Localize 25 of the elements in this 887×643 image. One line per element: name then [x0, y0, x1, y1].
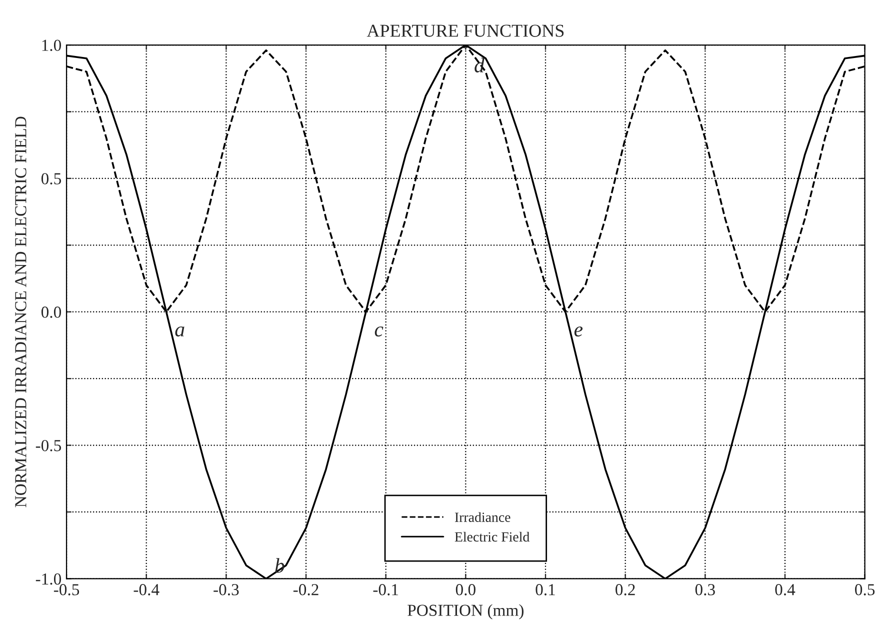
x-axis-title: POSITION (mm) — [408, 604, 524, 620]
x-tick-label: 0.4 — [775, 584, 796, 596]
annotation: a — [175, 326, 184, 337]
x-tick-label: -0.5 — [54, 584, 80, 596]
legend-label: Irradiance — [454, 512, 510, 522]
x-tick-label: 0.1 — [536, 584, 555, 596]
annotation: e — [574, 326, 583, 337]
chart-title: APERTURE FUNCTIONS — [366, 24, 564, 37]
x-tick-label: -0.1 — [373, 584, 398, 596]
x-tick-label: -0.2 — [293, 584, 318, 596]
x-tick-label: -0.3 — [214, 584, 239, 596]
x-tick-label: 0.5 — [855, 584, 875, 596]
legend-label: Electric Field — [454, 532, 530, 542]
y-tick-label: 1.0 — [42, 40, 62, 52]
annotation: c — [374, 326, 384, 337]
line-series — [66, 45, 865, 579]
x-tick-label: 0.0 — [456, 584, 476, 596]
x-tick-label: 0.2 — [616, 584, 635, 596]
y-tick-label: 0.0 — [41, 306, 62, 318]
y-tick-label: 0.5 — [41, 173, 62, 184]
x-tick-label: -0.4 — [134, 584, 160, 596]
y-tick-label: -1.0 — [36, 573, 62, 585]
y-tick-label: -0.5 — [36, 440, 62, 452]
y-axis-title: NORMALIZED IRRADIANCE AND ELECTRIC FIELD — [15, 116, 26, 508]
x-tick-label: 0.3 — [695, 584, 715, 596]
